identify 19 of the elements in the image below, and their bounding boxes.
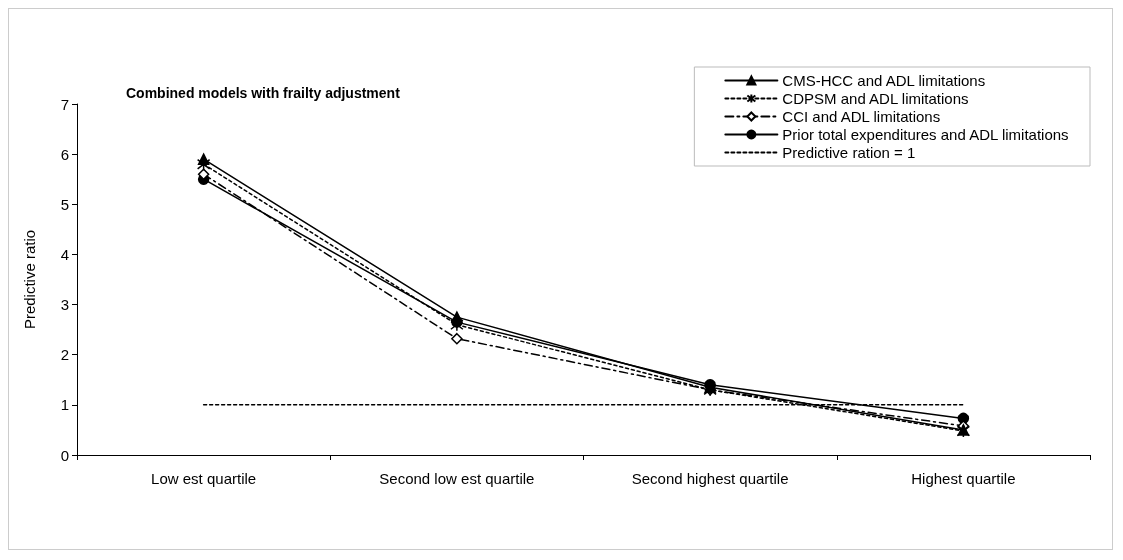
- legend-label: CMS-HCC and ADL limitations: [782, 72, 986, 89]
- y-tick-label: 1: [60, 396, 69, 414]
- legend-label: Prior total expenditures and ADL limitations: [782, 126, 1069, 143]
- y-tick-label: 0: [60, 446, 69, 464]
- chart-title: Combined models with frailty adjustment: [126, 85, 401, 101]
- y-tick-label: 4: [60, 245, 69, 263]
- y-axis-title: Predictive ratio: [21, 229, 38, 330]
- legend-label: Predictive ration = 1: [782, 144, 916, 161]
- x-tick-label: Low est quartile: [151, 470, 257, 487]
- x-tick-label: Second highest quartile: [631, 470, 789, 487]
- legend-label: CDPSM and ADL limitations: [782, 90, 969, 107]
- y-tick-label: 5: [60, 195, 69, 213]
- x-tick-label: Second low est quartile: [379, 470, 535, 487]
- y-tick-label: 2: [60, 346, 69, 364]
- y-tick-label: 3: [60, 296, 69, 314]
- x-tick-label: Highest quartile: [911, 470, 1016, 487]
- y-tick-label: 6: [60, 145, 69, 163]
- legend-label: CCI and ADL limitations: [782, 108, 941, 125]
- y-tick-label: 7: [60, 95, 69, 113]
